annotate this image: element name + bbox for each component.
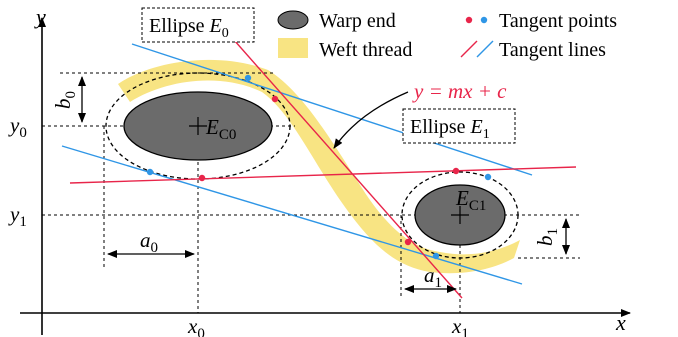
tangent-line-blue-lower: [61, 145, 523, 285]
tangent-line-legend-icon-blue: [476, 40, 494, 58]
ellipse-e0-label-box: [141, 7, 255, 43]
tangent-point-legend-icon-blue: [480, 16, 488, 24]
weft-thread-band: [118, 59, 520, 274]
y-axis-label: y: [34, 4, 46, 29]
tangent-point-red: [198, 174, 206, 182]
tangent-line-legend-icon-red: [460, 40, 478, 58]
tangent-point-blue: [244, 74, 252, 82]
tangent-point-red: [404, 238, 412, 246]
x-axis-label: x: [615, 310, 626, 335]
dim-label-a0: a0: [140, 228, 158, 256]
tangent-point-red: [271, 95, 279, 103]
tick-y0: y0: [8, 113, 27, 141]
tick-x0: x0: [187, 314, 205, 337]
tangent-point-blue: [146, 168, 154, 176]
tick-x1: x1: [451, 314, 469, 337]
tangent-points: [146, 74, 492, 260]
warp-end-legend-icon: [277, 10, 309, 30]
dim-label-a1: a1: [424, 263, 442, 291]
tangent-point-blue: [432, 252, 440, 260]
legend-tangent-points: Tangent points: [499, 10, 617, 32]
legend-weft-thread: Weft thread: [319, 39, 412, 61]
tangent-line-red-diagonal: [233, 39, 463, 299]
tangent-point-legend-icon-red: [465, 16, 473, 24]
legend-warp-end: Warp end: [319, 10, 396, 32]
center-label-ec1: EC1: [455, 186, 486, 214]
dim-label-b1: b1: [533, 228, 561, 246]
center-label-ec0: EC0: [205, 115, 236, 143]
equation-callout-arrow: [333, 91, 409, 149]
weft-thread-legend-icon: [278, 38, 308, 58]
tangent-line-red-cross: [69, 166, 577, 184]
center-markers: [189, 117, 469, 224]
tick-y1: y1: [8, 202, 27, 230]
ellipse-e1-label-box: [402, 108, 516, 144]
ellipse-e1-label: Ellipse E1: [410, 116, 490, 142]
tangent-point-red: [452, 167, 460, 175]
ellipse-e0-label: Ellipse E0: [149, 15, 229, 41]
dim-label-b0: b0: [51, 91, 79, 109]
ellipse-e1: [401, 171, 519, 259]
tangent-line-blue-upper: [131, 43, 533, 176]
legend-tangent-lines: Tangent lines: [499, 39, 606, 61]
legend: Warp end Weft thread Tangent points Tang…: [277, 10, 617, 61]
tangent-point-blue: [484, 173, 492, 181]
tangent-line-equation: y = mx + c: [412, 79, 507, 103]
